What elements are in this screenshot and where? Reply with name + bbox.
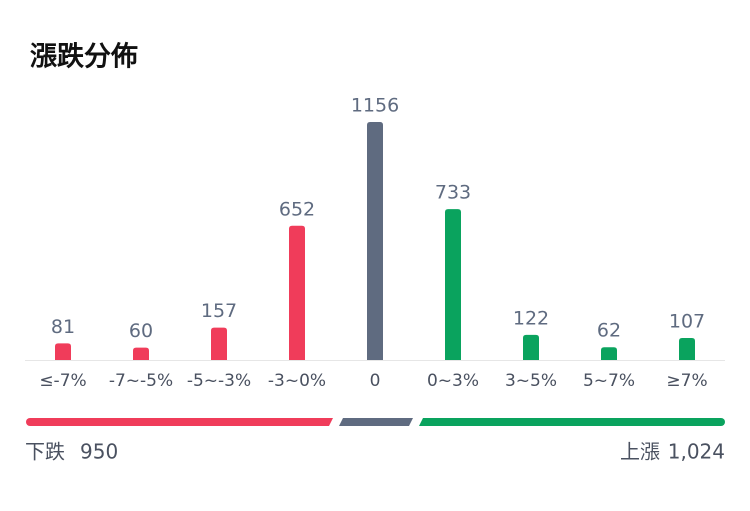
up-bar [419,418,725,426]
x-tick-label: -3~0% [268,371,326,391]
bar [523,334,539,360]
up-label: 上漲 [620,440,660,464]
value-label: 81 [51,316,75,338]
bar [55,343,71,360]
value-label: 122 [513,307,549,329]
x-tick-label: -5~-3% [187,371,251,391]
chart-title: 漲跌分佈 [30,41,138,73]
bar [445,209,461,360]
value-label: 62 [597,320,621,342]
value-label: 652 [279,198,315,220]
bar [367,122,383,360]
x-tick-label: 3~5% [505,371,557,391]
up-count: 1,024 [668,440,725,464]
x-tick-label: -7~-5% [109,371,173,391]
x-tick-label: ≤-7% [39,371,86,391]
bar [601,347,617,360]
bar [289,225,305,360]
x-tick-label: 0 [370,371,381,391]
x-tick-label: 0~3% [427,371,479,391]
bar [679,337,695,360]
down-count: 950 [80,440,118,464]
bar [133,347,149,360]
down-bar [26,418,333,426]
value-label: 60 [129,320,153,342]
value-label: 107 [669,310,705,332]
value-label: 733 [435,182,471,204]
value-label: 1156 [351,95,399,117]
flat-bar [339,418,413,426]
bar [211,327,227,360]
value-label: 157 [201,300,237,322]
x-tick-label: ≥7% [666,371,707,391]
down-label: 下跌 [25,440,65,464]
x-tick-label: 5~7% [583,371,635,391]
